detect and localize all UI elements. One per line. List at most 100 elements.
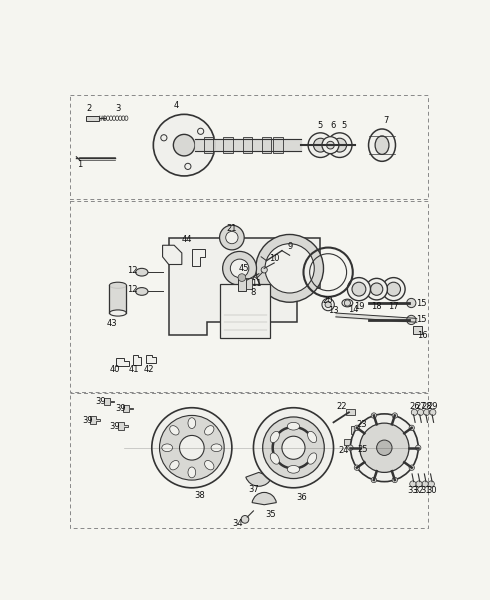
Circle shape: [366, 278, 388, 300]
Text: 28: 28: [421, 403, 432, 412]
Text: 30: 30: [426, 485, 437, 494]
Text: 33: 33: [408, 485, 418, 494]
Text: 40: 40: [110, 365, 120, 374]
Text: 38: 38: [194, 491, 205, 500]
Text: 5: 5: [318, 121, 323, 130]
Bar: [86, 116, 98, 121]
Text: 31: 31: [420, 485, 430, 494]
Text: 1: 1: [77, 160, 82, 169]
Circle shape: [325, 301, 331, 308]
Polygon shape: [163, 245, 182, 265]
Ellipse shape: [287, 422, 300, 430]
Circle shape: [308, 133, 333, 157]
Wedge shape: [246, 472, 272, 486]
Circle shape: [282, 436, 305, 460]
Text: 42: 42: [144, 365, 154, 374]
Text: 35: 35: [265, 510, 276, 519]
Text: 27: 27: [415, 403, 426, 412]
Circle shape: [220, 225, 244, 250]
Circle shape: [354, 465, 360, 470]
Ellipse shape: [375, 136, 389, 154]
Text: 29: 29: [428, 403, 438, 412]
Text: 37: 37: [248, 485, 259, 494]
Text: 32: 32: [414, 485, 424, 494]
Polygon shape: [117, 358, 129, 366]
Ellipse shape: [109, 310, 126, 316]
Circle shape: [197, 128, 204, 134]
Text: 22: 22: [336, 403, 346, 412]
Circle shape: [387, 282, 400, 296]
Text: 4: 4: [174, 101, 179, 110]
Text: 41: 41: [129, 365, 139, 374]
Circle shape: [173, 134, 195, 156]
Text: 44: 44: [182, 235, 193, 244]
Circle shape: [263, 417, 324, 479]
Circle shape: [241, 515, 249, 523]
Ellipse shape: [170, 425, 179, 435]
Ellipse shape: [204, 425, 214, 435]
Bar: [204, 137, 214, 153]
Ellipse shape: [109, 282, 126, 289]
Circle shape: [326, 141, 334, 149]
Text: 9: 9: [287, 242, 292, 251]
Text: 34: 34: [233, 519, 244, 528]
Circle shape: [226, 232, 238, 244]
Bar: [220, 284, 270, 338]
Ellipse shape: [287, 466, 300, 473]
Bar: [262, 137, 271, 153]
Circle shape: [423, 409, 430, 415]
Text: 39: 39: [96, 397, 106, 406]
Circle shape: [392, 477, 397, 482]
Text: 21: 21: [227, 224, 237, 233]
Circle shape: [152, 408, 232, 488]
Circle shape: [322, 298, 334, 311]
Polygon shape: [192, 249, 205, 266]
Circle shape: [265, 244, 314, 293]
Polygon shape: [118, 422, 128, 430]
Polygon shape: [169, 238, 320, 338]
Bar: [238, 278, 246, 292]
Text: 18: 18: [371, 302, 382, 311]
Bar: [223, 137, 233, 153]
Text: 17: 17: [388, 302, 399, 311]
Circle shape: [185, 163, 191, 169]
Circle shape: [407, 316, 416, 325]
Text: 20: 20: [323, 296, 333, 305]
Bar: [346, 409, 355, 415]
Text: 39: 39: [110, 422, 120, 431]
Ellipse shape: [308, 431, 317, 443]
Text: 39: 39: [82, 416, 93, 425]
Text: 8: 8: [250, 289, 255, 298]
Text: 23: 23: [356, 420, 367, 429]
Circle shape: [344, 300, 350, 306]
Polygon shape: [90, 416, 100, 424]
Text: 19: 19: [354, 302, 364, 311]
Circle shape: [350, 414, 418, 482]
Ellipse shape: [136, 287, 148, 295]
Ellipse shape: [162, 444, 172, 452]
Text: 3: 3: [115, 104, 121, 113]
Circle shape: [314, 138, 327, 152]
Text: 5: 5: [342, 121, 347, 130]
Circle shape: [222, 251, 257, 285]
Circle shape: [354, 439, 359, 444]
Text: 13: 13: [328, 306, 339, 315]
Circle shape: [382, 278, 405, 301]
Circle shape: [417, 409, 423, 415]
Circle shape: [377, 440, 392, 455]
Circle shape: [409, 425, 415, 431]
Polygon shape: [146, 355, 156, 363]
Ellipse shape: [308, 453, 317, 464]
Ellipse shape: [170, 460, 179, 470]
Circle shape: [261, 267, 268, 273]
Text: 10: 10: [269, 254, 279, 263]
Circle shape: [428, 481, 434, 487]
Circle shape: [238, 274, 246, 281]
Ellipse shape: [270, 453, 279, 464]
Circle shape: [371, 477, 376, 482]
Bar: [413, 326, 422, 334]
Polygon shape: [351, 426, 359, 434]
Text: 45: 45: [238, 264, 249, 273]
Text: 25: 25: [358, 445, 368, 454]
Circle shape: [333, 138, 346, 152]
